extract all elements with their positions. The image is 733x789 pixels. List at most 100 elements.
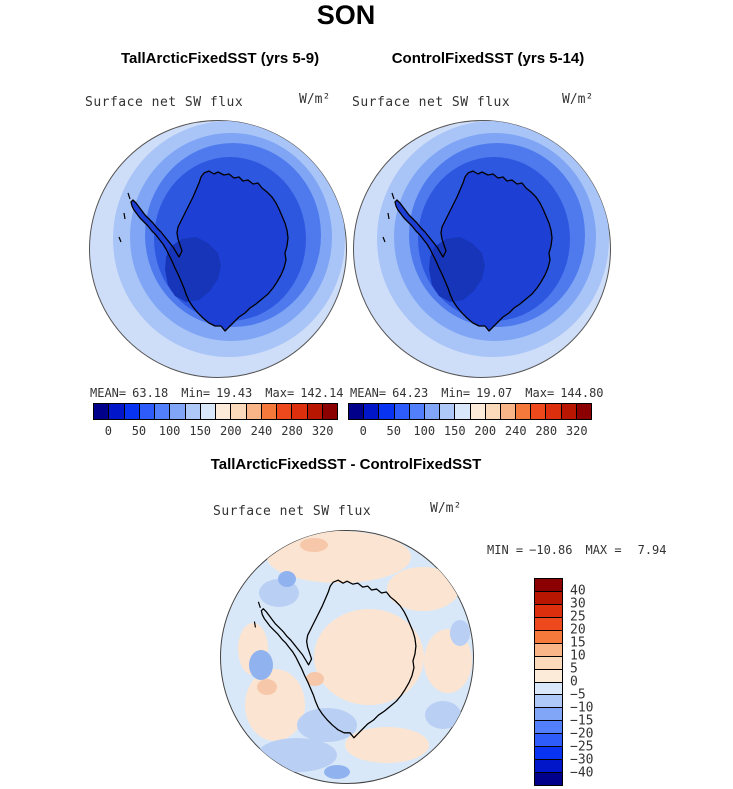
diff-panel-title: TallArcticFixedSST - ControlFixedSST (210, 456, 482, 473)
max-value: 7.94 (637, 543, 667, 557)
stats-diff: MIN = −10.86 MAX = 7.94 (487, 543, 667, 557)
colorbar-segment (516, 404, 532, 419)
colorbar-tick-label: 200 (474, 424, 497, 438)
units-label-control: W/m² (562, 92, 594, 107)
min-label: MIN = (487, 543, 524, 557)
mean-label: MEAN= (90, 386, 127, 400)
colorbar-segment (349, 404, 365, 419)
colorbar-segment (535, 604, 562, 618)
colorbar-tick-label: 320 (565, 424, 588, 438)
stats-control: MEAN= 64.23 Min= 19.07 Max= 144.80 (350, 386, 604, 400)
colorbar-tick-label: −25 (570, 739, 594, 755)
colorbar-tick-label: 150 (443, 424, 466, 438)
colorbar-segment (535, 721, 562, 735)
colorbar-ticks: 0 50 100 150 200 240 280 320 (93, 424, 338, 440)
colorbar-segment (394, 404, 410, 419)
colorbar-segment (246, 404, 262, 419)
colorbar-tick-label: 280 (281, 424, 303, 438)
max-label: Max= (525, 386, 555, 400)
colorbar-segment (535, 747, 562, 761)
colorbar-segment (561, 404, 577, 419)
colorbar-segment (455, 404, 471, 419)
colorbar-segment (470, 404, 486, 419)
colorbar-tick-label: 100 (413, 424, 436, 438)
min-label: Min= (441, 386, 471, 400)
colorbar-segment (535, 669, 562, 683)
colorbar-tick-label: 0 (570, 674, 578, 690)
colorbar-segment (277, 404, 293, 419)
colorbar-tick-label: 50 (386, 424, 401, 438)
colorbar-gradient (534, 578, 563, 786)
colorbar-segment (440, 404, 456, 419)
colorbar-tick-label: −30 (570, 752, 594, 768)
min-value: 19.07 (476, 386, 513, 400)
colorbar-tick-label: −40 (570, 765, 594, 781)
mean-label: MEAN= (350, 386, 387, 400)
colorbar-segment (216, 404, 232, 419)
min-value: −10.86 (529, 543, 573, 557)
colorbar-segment (485, 404, 501, 419)
panel-title-tall: TallArcticFixedSST (yrs 5-9) (120, 50, 320, 67)
max-value: 144.80 (560, 386, 604, 400)
colorbar-tick-label: 5 (570, 661, 578, 677)
colorbar-control: 0 50 100 150 200 240 280 320 (348, 403, 592, 443)
colorbar-segment (261, 404, 277, 419)
stats-tall: MEAN= 63.18 Min= 19.43 Max= 142.14 (90, 386, 344, 400)
colorbar-tick-label: 40 (570, 583, 586, 599)
colorbar-segment (170, 404, 186, 419)
colorbar-tick-label: 25 (570, 609, 586, 625)
units-label-diff: W/m² (430, 501, 462, 516)
colorbar-segment (535, 708, 562, 722)
colorbar-segment (535, 630, 562, 644)
colorbar-segment (535, 695, 562, 709)
colorbar-segment (364, 404, 380, 419)
colorbar-tick-label: 30 (570, 596, 586, 612)
colorbar-tick-label: −20 (570, 726, 594, 742)
colorbar-tick-label: 15 (570, 635, 586, 651)
colorbar-segment (424, 404, 441, 419)
field-label-diff: Surface net SW flux (213, 504, 372, 519)
colorbar-tick-label: 240 (504, 424, 527, 438)
panel-title-control: ControlFixedSST (yrs 5-14) (391, 50, 585, 67)
colorbar-tick-label: 20 (570, 622, 586, 638)
colorbar-segment (292, 404, 308, 419)
colorbar-tick-label: 200 (219, 424, 242, 438)
colorbar-tick-label: 0 (104, 424, 112, 438)
colorbar-segment (535, 682, 562, 696)
colorbar-tick-label: −15 (570, 713, 594, 729)
colorbar-segment (535, 656, 562, 670)
colorbar-tick-label: 100 (158, 424, 181, 438)
field-label-control: Surface net SW flux (352, 95, 511, 110)
colorbar-tick-label: 10 (570, 648, 586, 664)
max-label: Max= (265, 386, 295, 400)
colorbar-tick-label: 50 (131, 424, 147, 438)
max-label: MAX = (585, 543, 622, 557)
colorbar-segment (535, 760, 562, 774)
colorbar-tall: 0 50 100 150 200 240 280 320 (93, 403, 338, 443)
max-value: 142.14 (300, 386, 344, 400)
min-value: 19.43 (216, 386, 253, 400)
colorbar-segment (307, 404, 323, 419)
colorbar-tick-label: −10 (570, 700, 594, 716)
mean-value: 63.18 (132, 386, 169, 400)
sw-flux-map-tall (88, 119, 348, 379)
field-label-tall: Surface net SW flux (85, 95, 244, 110)
colorbar-segment (531, 404, 547, 419)
colorbar-segment (535, 643, 562, 657)
colorbar-segment (139, 404, 155, 419)
colorbar-segment (546, 404, 562, 419)
colorbar-segment (576, 404, 591, 419)
colorbar-gradient (93, 403, 338, 420)
colorbar-segment (535, 579, 562, 592)
colorbar-tick-label: 0 (359, 424, 367, 438)
colorbar-segment (535, 591, 562, 605)
colorbar-segment (322, 404, 337, 419)
colorbar-tick-label: 150 (189, 424, 212, 438)
colorbar-segment (200, 404, 216, 419)
min-label: Min= (181, 386, 211, 400)
colorbar-segment (94, 404, 110, 419)
colorbar-segment (124, 404, 140, 419)
colorbar-segment (109, 404, 125, 419)
colorbar-gradient (348, 403, 592, 420)
